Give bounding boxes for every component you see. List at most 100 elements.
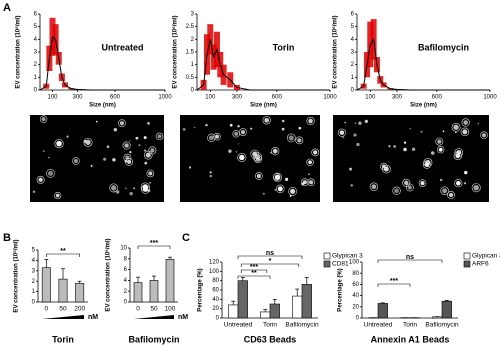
particle-ring (447, 191, 456, 199)
particle (205, 123, 208, 127)
legend-label: ARF6 (472, 261, 489, 268)
particle (430, 151, 435, 155)
particle-ring (255, 172, 263, 180)
particle (439, 178, 443, 182)
bar (41, 267, 51, 303)
particle (308, 180, 314, 185)
particle (308, 118, 313, 124)
particle-ring (382, 164, 391, 174)
x-tick-label: 0 (45, 306, 49, 313)
y-tick-label: 2.5 (186, 24, 195, 30)
panel-label: C (182, 232, 190, 244)
y-tick-label: 80 (212, 278, 219, 284)
y-tick-label: 1 (32, 289, 36, 295)
particle (182, 127, 186, 131)
particle (302, 180, 307, 185)
y-axis-label: EV concentration (10⁶/ml) (333, 15, 339, 88)
y-tick-label: 0 (34, 88, 38, 94)
particle (209, 171, 212, 174)
particle (38, 177, 43, 182)
particle (237, 125, 240, 128)
significance-label: ns (406, 254, 414, 261)
particle (356, 142, 360, 147)
particle (473, 185, 479, 191)
particle-ring (232, 130, 240, 138)
x-tick-label: Torin (403, 322, 417, 329)
y-tick-label: 2 (32, 279, 36, 285)
particle (239, 154, 245, 161)
particle (112, 158, 116, 162)
particle (90, 164, 93, 167)
particle (438, 147, 443, 152)
y-tick-label: 5 (34, 24, 38, 30)
particle (403, 147, 407, 152)
legend-label: CD81 (332, 261, 349, 268)
particle-ring (275, 184, 285, 194)
particle-ring (36, 175, 45, 184)
y-tick-label: 0 (32, 300, 36, 306)
y-tick-label: 2 (34, 62, 38, 68)
x-tick-label: 50 (59, 306, 67, 313)
significance-bracket (237, 275, 271, 279)
particle (442, 188, 448, 194)
mean-line (39, 35, 165, 91)
significance-bracket (46, 253, 80, 257)
particle (264, 117, 270, 123)
particle (420, 130, 423, 133)
bar (165, 259, 175, 303)
particle (142, 184, 149, 190)
x-tick-label: Untreated (364, 322, 393, 329)
particle (464, 170, 468, 175)
particle-ring (237, 152, 247, 162)
legend-label: Glypican 3 (332, 253, 363, 260)
particle (272, 148, 278, 154)
significance-bracket (240, 269, 268, 273)
y-tick-label: 40 (352, 293, 359, 299)
particle (149, 181, 152, 184)
particle-ring (460, 127, 470, 137)
bar (75, 282, 85, 303)
significance-label: ** (60, 248, 66, 255)
particle (157, 134, 162, 139)
y-axis-label: EV concentration (10⁶/ml) (16, 15, 22, 88)
significance-bracket (137, 245, 171, 249)
particle (274, 175, 279, 179)
y-tick-label: 100 (349, 260, 360, 266)
y-tick-label: 3 (191, 12, 195, 18)
particle (193, 126, 196, 129)
y-tick-label: 40 (212, 297, 219, 303)
particle (83, 140, 87, 143)
y-tick-label: 6 (351, 12, 355, 18)
y-tick-label: 3 (32, 268, 36, 274)
legend-label: Glypican 3 (472, 253, 500, 260)
bar (432, 316, 443, 319)
particle (145, 152, 151, 158)
y-tick-label: 20 (212, 306, 219, 312)
particle-ring (288, 186, 298, 196)
chart-title: Torin (52, 334, 74, 344)
mean-line (356, 37, 490, 91)
y-tick-label: 60 (352, 282, 359, 288)
particle-ring (307, 178, 315, 187)
particle (354, 122, 357, 124)
particle-ring (461, 118, 470, 127)
particle (85, 139, 91, 145)
chart-title: Bafilomycin (418, 42, 469, 52)
particle (482, 133, 487, 138)
bar (269, 303, 280, 319)
significance-bracket (377, 283, 411, 287)
y-tick-label: 2 (351, 62, 355, 68)
particle (313, 150, 318, 155)
x-axis-label: nM (88, 314, 98, 321)
y-tick-label: 20 (352, 304, 359, 310)
y-axis-label: EV concentration (10⁶/ml) (14, 239, 20, 312)
y-axis-label: EV concentration (10⁶/ml) (106, 238, 112, 311)
y-tick-label: 4 (351, 37, 355, 43)
particle (289, 195, 292, 197)
significance-label: ns (266, 250, 274, 257)
particle (103, 157, 107, 161)
particle (144, 149, 147, 152)
y-tick-label: 0 (216, 316, 220, 322)
particle-ring (418, 179, 427, 187)
